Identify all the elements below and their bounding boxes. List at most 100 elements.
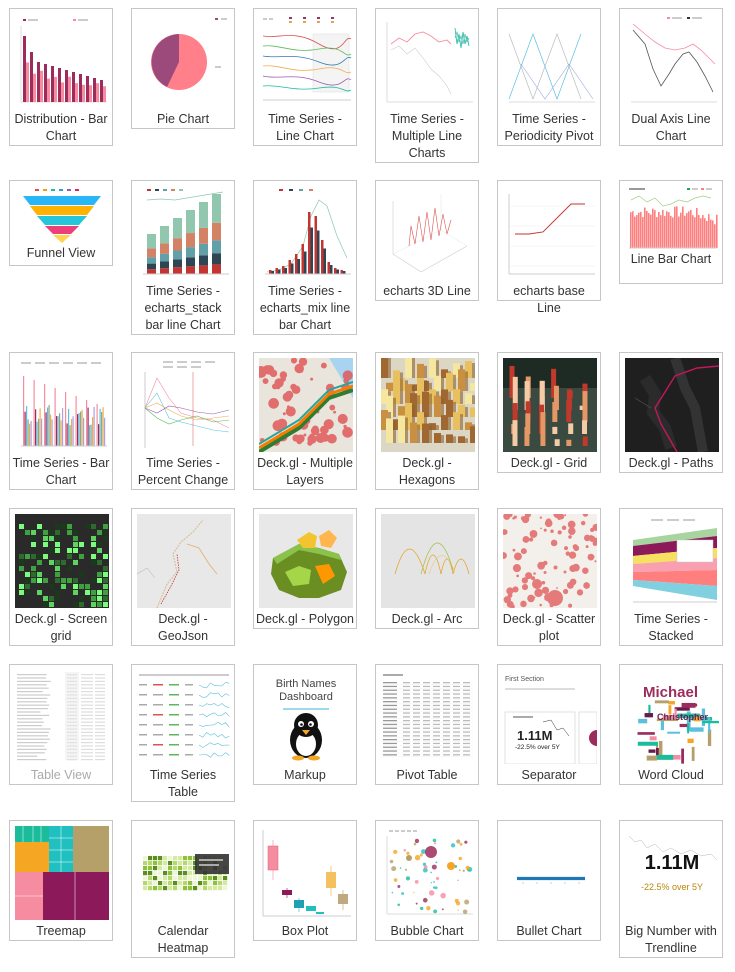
deckgl-hexagons-thumbnail	[381, 358, 475, 452]
deckgl-screengrid-thumbnail	[15, 514, 109, 608]
base-line-thumbnail	[503, 186, 597, 280]
periodicity-pivot-thumbnail	[503, 14, 597, 108]
viz-card-distribution-bar-chart[interactable]: Distribution - Bar Chart	[9, 8, 113, 146]
viz-card-label: echarts 3D Line	[383, 284, 471, 298]
viz-card-label: Deck.gl - Polygon	[256, 612, 354, 626]
viz-card-deckgl-arc[interactable]: Deck.gl - Arc	[375, 508, 479, 629]
viz-card-label: Deck.gl - Multiple Layers	[257, 456, 353, 487]
separator-thumbnail: First Section 1.11M -22.5% over 5Y	[503, 670, 597, 764]
viz-card-label: Treemap	[36, 924, 86, 938]
viz-card-label: Bubble Chart	[390, 924, 464, 938]
viz-card-bubble-chart[interactable]: Bubble Chart	[375, 820, 479, 941]
viz-card-label: Pivot Table	[396, 768, 458, 782]
viz-card-word-cloud[interactable]: Michael Christopher Word Cloud	[619, 664, 723, 785]
viz-card-calendar-heatmap[interactable]: Calendar Heatmap	[131, 820, 235, 958]
viz-card-label: Dual Axis Line Chart	[631, 112, 711, 143]
percent-change-thumbnail	[137, 358, 231, 452]
viz-card-deckgl-screen-grid[interactable]: Deck.gl - Screen grid	[9, 508, 113, 646]
viz-card-ts-periodicity-pivot[interactable]: Time Series - Periodicity Pivot	[497, 8, 601, 146]
viz-card-label: Pie Chart	[156, 112, 210, 126]
viz-card-label: Deck.gl - Arc	[391, 612, 463, 626]
viz-card-label: Word Cloud	[638, 768, 704, 782]
viz-card-echarts-stack-bar-line[interactable]: Time Series - echarts_stack bar line Cha…	[131, 180, 235, 335]
viz-card-pie-chart[interactable]: Pie Chart	[131, 8, 235, 129]
deckgl-polygon-thumbnail	[259, 514, 353, 608]
viz-card-bullet-chart[interactable]: Bullet Chart	[497, 820, 601, 941]
word-cloud-word-michael: Michael	[643, 684, 699, 701]
viz-card-label: Time Series - Stacked	[634, 612, 708, 643]
viz-card-label: Deck.gl - Grid	[510, 456, 588, 470]
viz-card-echarts-base-line[interactable]: echarts base Line	[497, 180, 601, 315]
viz-card-label: Markup	[284, 768, 326, 782]
stack-bar-line-thumbnail	[137, 186, 231, 280]
deckgl-arc-thumbnail	[381, 514, 475, 608]
viz-card-ts-table[interactable]: Time Series Table	[131, 664, 235, 802]
viz-card-label: Time Series - Percent Change	[137, 456, 229, 487]
bubble-chart-thumbnail	[381, 826, 475, 920]
ts-table-thumbnail	[137, 670, 231, 764]
big-number-delta: -22.5% over 5Y	[640, 882, 704, 892]
3d-line-thumbnail	[381, 186, 475, 280]
viz-card-deckgl-paths[interactable]: Deck.gl - Paths	[619, 352, 723, 473]
viz-card-label: Time Series - Line Chart	[268, 112, 342, 143]
viz-card-dual-axis-line[interactable]: Dual Axis Line Chart	[619, 8, 723, 146]
viz-card-label: Deck.gl - Hexagons	[398, 456, 456, 487]
viz-card-ts-percent-change[interactable]: Time Series - Percent Change	[131, 352, 235, 490]
multi-line-chart-thumbnail	[381, 14, 475, 108]
viz-card-big-number-trendline[interactable]: 1.11M -22.5% over 5Y Big Number with Tre…	[619, 820, 723, 958]
pivot-table-thumbnail	[381, 670, 475, 764]
stacked-area-thumbnail	[625, 514, 719, 608]
viz-card-label: Big Number with Trendline	[625, 924, 717, 955]
viz-card-label: Deck.gl - GeoJson	[157, 612, 209, 643]
viz-card-ts-multiple-line-charts[interactable]: Time Series - Multiple Line Charts	[375, 8, 479, 163]
viz-card-label: Time Series - Bar Chart	[12, 456, 110, 487]
viz-card-deckgl-polygon[interactable]: Deck.gl - Polygon	[253, 508, 357, 629]
viz-card-label: Deck.gl - Screen grid	[14, 612, 108, 643]
viz-card-echarts-3d-line[interactable]: echarts 3D Line	[375, 180, 479, 301]
deckgl-paths-thumbnail	[625, 358, 719, 452]
viz-card-label: Funnel View	[26, 246, 96, 260]
calendar-heatmap-thumbnail	[137, 826, 231, 920]
viz-card-deckgl-hexagons[interactable]: Deck.gl - Hexagons	[375, 352, 479, 490]
viz-card-deckgl-geojson[interactable]: Deck.gl - GeoJson	[131, 508, 235, 646]
line-bar-thumbnail	[625, 186, 719, 252]
separator-big-number: 1.11M	[517, 728, 553, 743]
viz-card-ts-line-chart[interactable]: Time Series - Line Chart	[253, 8, 357, 146]
viz-card-label: Time Series - Periodicity Pivot	[504, 112, 594, 143]
viz-card-label: Table View	[30, 768, 92, 782]
markup-title: Birth Names Dashboard	[275, 678, 337, 703]
viz-card-label: Box Plot	[281, 924, 329, 938]
viz-card-label: Time Series - echarts_stack bar line Cha…	[144, 284, 222, 332]
viz-card-label: Line Bar Chart	[630, 252, 712, 266]
viz-card-treemap[interactable]: Treemap	[9, 820, 113, 941]
viz-card-separator[interactable]: First Section 1.11M -22.5% over 5Y Separ…	[497, 664, 601, 785]
viz-card-deckgl-grid[interactable]: Deck.gl - Grid	[497, 352, 601, 473]
viz-card-table-view[interactable]: Table View	[9, 664, 113, 785]
viz-card-line-bar-chart[interactable]: Line Bar Chart	[619, 180, 723, 284]
big-number-thumbnail: 1.11M -22.5% over 5Y	[625, 826, 719, 920]
viz-card-label: echarts base Line	[513, 284, 585, 315]
viz-card-pivot-table[interactable]: Pivot Table	[375, 664, 479, 785]
viz-card-ts-stacked[interactable]: Time Series - Stacked	[619, 508, 723, 646]
word-cloud-word-christopher: Christopher	[657, 712, 709, 722]
viz-card-label: Deck.gl - Paths	[628, 456, 714, 470]
viz-card-label: Time Series - echarts_mix line bar Chart	[259, 284, 351, 332]
viz-card-deckgl-multiple-layers[interactable]: Deck.gl - Multiple Layers	[253, 352, 357, 490]
viz-card-deckgl-scatter-plot[interactable]: Deck.gl - Scatter plot	[497, 508, 601, 646]
viz-card-box-plot[interactable]: Box Plot	[253, 820, 357, 941]
dual-axis-line-thumbnail	[625, 14, 719, 108]
funnel-thumbnail	[15, 186, 109, 246]
deckgl-scatter-thumbnail	[503, 514, 597, 608]
box-plot-thumbnail	[259, 826, 353, 920]
viz-card-markup[interactable]: Birth Names Dashboard Markup	[253, 664, 357, 785]
big-number-value: 1.11M	[644, 852, 700, 874]
viz-card-ts-bar-chart[interactable]: Time Series - Bar Chart	[9, 352, 113, 490]
viz-card-echarts-mix-line-bar[interactable]: Time Series - echarts_mix line bar Chart	[253, 180, 357, 335]
bullet-chart-thumbnail	[503, 826, 597, 920]
viz-card-label: Calendar Heatmap	[157, 924, 209, 955]
viz-card-label: Time Series Table	[149, 768, 217, 799]
viz-card-funnel-view[interactable]: Funnel View	[9, 180, 113, 266]
pie-chart-thumbnail	[137, 14, 231, 108]
viz-card-label: Time Series - Multiple Line Charts	[390, 112, 464, 160]
viz-card-label: Deck.gl - Scatter plot	[502, 612, 596, 643]
